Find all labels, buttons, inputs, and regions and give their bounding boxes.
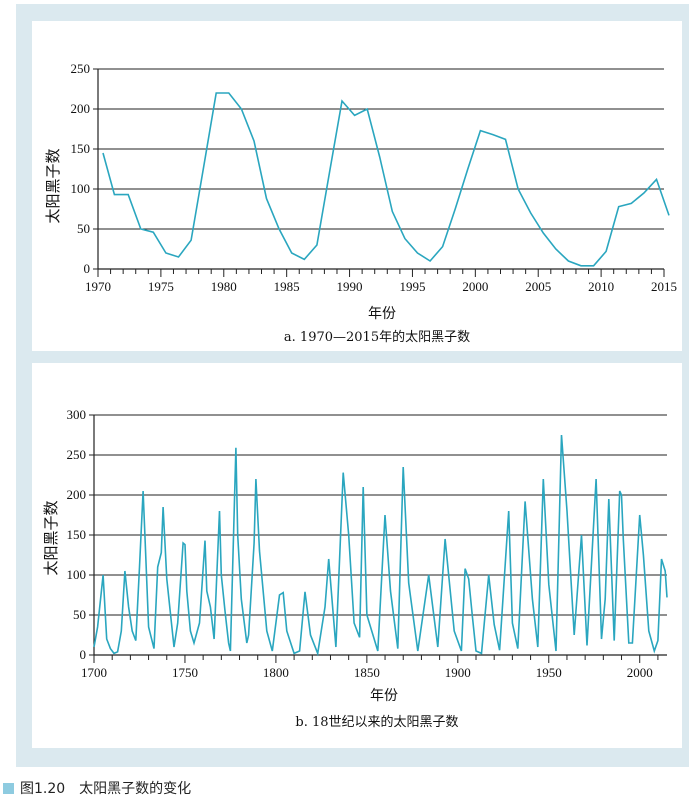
sunspot-chart-since-1700: 0 50 100 150 200 250 300 1700 1750 1800 1850 1900 19… bbox=[42, 407, 668, 730]
x-tick-label: 1850 bbox=[354, 665, 380, 680]
y-tick-label: 150 bbox=[71, 141, 91, 156]
x-tick-label: 2015 bbox=[651, 279, 677, 294]
tick-labels: 0 50 100 150 200 250 300 1700 1750 1800 1850 1900 19… bbox=[67, 407, 653, 680]
x-tick-label: 1985 bbox=[274, 279, 300, 294]
y-tick-label: 250 bbox=[71, 61, 91, 76]
sunspot-series-line bbox=[93, 434, 668, 657]
x-axis-label: 年份 bbox=[370, 688, 398, 704]
y-tick-label: 100 bbox=[71, 181, 91, 196]
x-tick-label: 1995 bbox=[399, 279, 425, 294]
x-tick-label: 2010 bbox=[588, 279, 614, 294]
x-tick-label: 2000 bbox=[627, 665, 653, 680]
x-tick-label: 1900 bbox=[445, 665, 471, 680]
y-tick-label: 0 bbox=[80, 647, 87, 662]
y-tick-label: 50 bbox=[77, 221, 90, 236]
chart-caption: a. 1970—2015年的太阳黑子数 bbox=[284, 329, 470, 345]
figure-title: 太阳黑子数的变化 bbox=[79, 781, 192, 797]
y-tick-label: 300 bbox=[67, 407, 87, 422]
y-axis-label: 太阳黑子数 bbox=[42, 500, 60, 575]
chart-panel-a: 0 50 100 150 200 250 1970 1975 1980 1985 1990 1995 2… bbox=[32, 21, 682, 351]
axes bbox=[93, 68, 665, 277]
x-tick-label: 1975 bbox=[148, 279, 174, 294]
figure-caption: 图1.20 太阳黑子数的变化 bbox=[3, 778, 191, 798]
y-tick-label: 150 bbox=[67, 527, 87, 542]
y-tick-label: 100 bbox=[67, 567, 87, 582]
tick-labels: 0 50 100 150 200 250 1970 1975 1980 1985 1990 1995 2… bbox=[71, 61, 678, 294]
y-tick-label: 200 bbox=[71, 101, 91, 116]
x-tick-label: 1800 bbox=[263, 665, 289, 680]
x-tick-label: 1980 bbox=[211, 279, 237, 294]
y-tick-label: 50 bbox=[73, 607, 86, 622]
chart-caption: b. 18世纪以来的太阳黑子数 bbox=[295, 714, 458, 730]
x-tick-label: 1950 bbox=[536, 665, 562, 680]
figure-number: 图1.20 bbox=[20, 781, 66, 797]
y-tick-label: 200 bbox=[67, 487, 87, 502]
x-tick-label: 2005 bbox=[525, 279, 551, 294]
x-axis-label: 年份 bbox=[368, 306, 396, 322]
x-tick-label: 1990 bbox=[337, 279, 363, 294]
x-tick-label: 1970 bbox=[85, 279, 111, 294]
grid-lines bbox=[94, 414, 667, 616]
x-tick-label: 2000 bbox=[462, 279, 488, 294]
x-tick-label: 1750 bbox=[172, 665, 198, 680]
grid-lines bbox=[98, 68, 664, 230]
y-tick-label: 0 bbox=[84, 261, 91, 276]
y-axis-label: 太阳黑子数 bbox=[44, 148, 62, 223]
sunspot-chart-1970-2015: 0 50 100 150 200 250 1970 1975 1980 1985 1990 1995 2… bbox=[44, 61, 678, 345]
y-tick-label: 250 bbox=[67, 447, 87, 462]
x-tick-label: 1700 bbox=[81, 665, 107, 680]
caption-marker-square bbox=[3, 782, 14, 794]
chart-panel-b: 0 50 100 150 200 250 300 1700 1750 1800 1850 1900 19… bbox=[32, 363, 682, 748]
axes bbox=[89, 414, 667, 663]
sunspot-series-line bbox=[102, 92, 670, 267]
